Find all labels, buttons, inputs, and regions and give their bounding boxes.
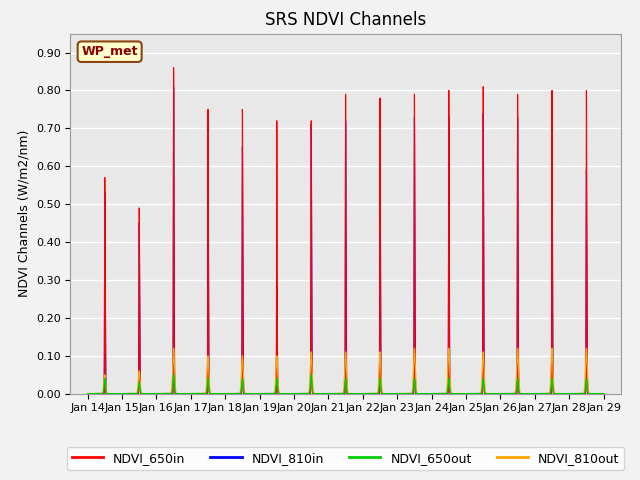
NDVI_650out [483, 391, 491, 396]
Y-axis label: NDVI Channels (W/m2/nm): NDVI Channels (W/m2/nm) [17, 130, 30, 297]
NDVI_810in [600, 391, 607, 396]
NDVI_650out [130, 391, 138, 396]
NDVI_810in [170, 84, 177, 90]
NDVI_650in [170, 65, 177, 71]
NDVI_810out [84, 391, 92, 396]
NDVI_810in [520, 391, 528, 396]
NDVI_650in [483, 391, 491, 396]
NDVI_650out [170, 372, 177, 378]
NDVI_810in [483, 391, 491, 396]
NDVI_810in [130, 391, 138, 396]
NDVI_650out [520, 391, 528, 396]
NDVI_650in [226, 391, 234, 396]
Title: SRS NDVI Channels: SRS NDVI Channels [265, 11, 426, 29]
NDVI_650out [84, 391, 92, 396]
NDVI_810out [262, 391, 269, 396]
NDVI_810out [520, 391, 528, 396]
NDVI_650out [118, 391, 126, 396]
NDVI_650in [520, 391, 528, 396]
Line: NDVI_810out: NDVI_810out [88, 348, 604, 394]
NDVI_650out [262, 391, 269, 396]
NDVI_650in [556, 391, 563, 396]
Text: WP_met: WP_met [81, 45, 138, 58]
Line: NDVI_650out: NDVI_650out [88, 375, 604, 394]
NDVI_810in [226, 391, 234, 396]
Line: NDVI_650in: NDVI_650in [88, 68, 604, 394]
NDVI_650out [600, 391, 607, 396]
NDVI_810out [556, 391, 563, 396]
NDVI_650out [226, 391, 234, 396]
NDVI_810out [130, 391, 138, 396]
NDVI_810in [84, 391, 92, 396]
Legend: NDVI_650in, NDVI_810in, NDVI_650out, NDVI_810out: NDVI_650in, NDVI_810in, NDVI_650out, NDV… [67, 447, 625, 469]
NDVI_650out [556, 391, 563, 396]
NDVI_810out [226, 391, 234, 396]
NDVI_810in [556, 391, 563, 396]
NDVI_810out [600, 391, 607, 396]
NDVI_810in [262, 391, 269, 396]
NDVI_650in [84, 391, 92, 396]
NDVI_810out [170, 345, 177, 351]
NDVI_650in [600, 391, 607, 396]
NDVI_810out [483, 391, 491, 396]
NDVI_650in [262, 391, 269, 396]
NDVI_650in [130, 391, 138, 396]
Line: NDVI_810in: NDVI_810in [88, 87, 604, 394]
